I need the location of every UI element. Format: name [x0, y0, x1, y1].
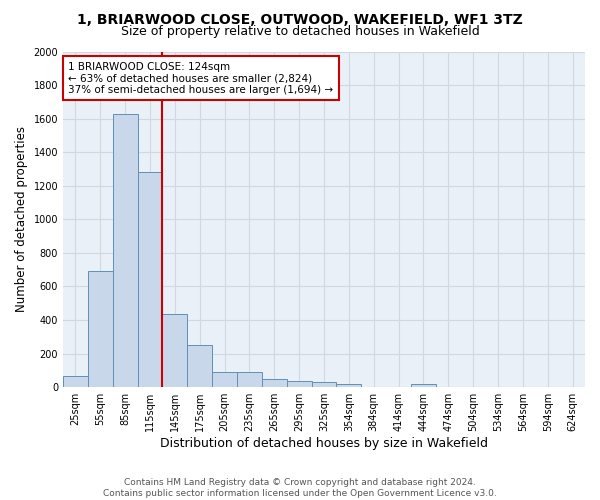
Bar — [137, 172, 163, 387]
Bar — [113, 114, 137, 387]
Bar — [163, 314, 187, 387]
Bar — [337, 384, 361, 387]
Bar — [411, 384, 436, 387]
Text: Size of property relative to detached houses in Wakefield: Size of property relative to detached ho… — [121, 25, 479, 38]
Bar — [63, 376, 88, 387]
Bar — [237, 372, 262, 387]
Text: 1 BRIARWOOD CLOSE: 124sqm
← 63% of detached houses are smaller (2,824)
37% of se: 1 BRIARWOOD CLOSE: 124sqm ← 63% of detac… — [68, 62, 334, 95]
Text: 1, BRIARWOOD CLOSE, OUTWOOD, WAKEFIELD, WF1 3TZ: 1, BRIARWOOD CLOSE, OUTWOOD, WAKEFIELD, … — [77, 12, 523, 26]
Bar — [88, 270, 113, 387]
Bar — [287, 381, 311, 387]
Bar — [262, 379, 287, 387]
X-axis label: Distribution of detached houses by size in Wakefield: Distribution of detached houses by size … — [160, 437, 488, 450]
Bar — [212, 372, 237, 387]
Bar — [187, 345, 212, 387]
Y-axis label: Number of detached properties: Number of detached properties — [15, 126, 28, 312]
Bar — [311, 382, 337, 387]
Text: Contains HM Land Registry data © Crown copyright and database right 2024.
Contai: Contains HM Land Registry data © Crown c… — [103, 478, 497, 498]
